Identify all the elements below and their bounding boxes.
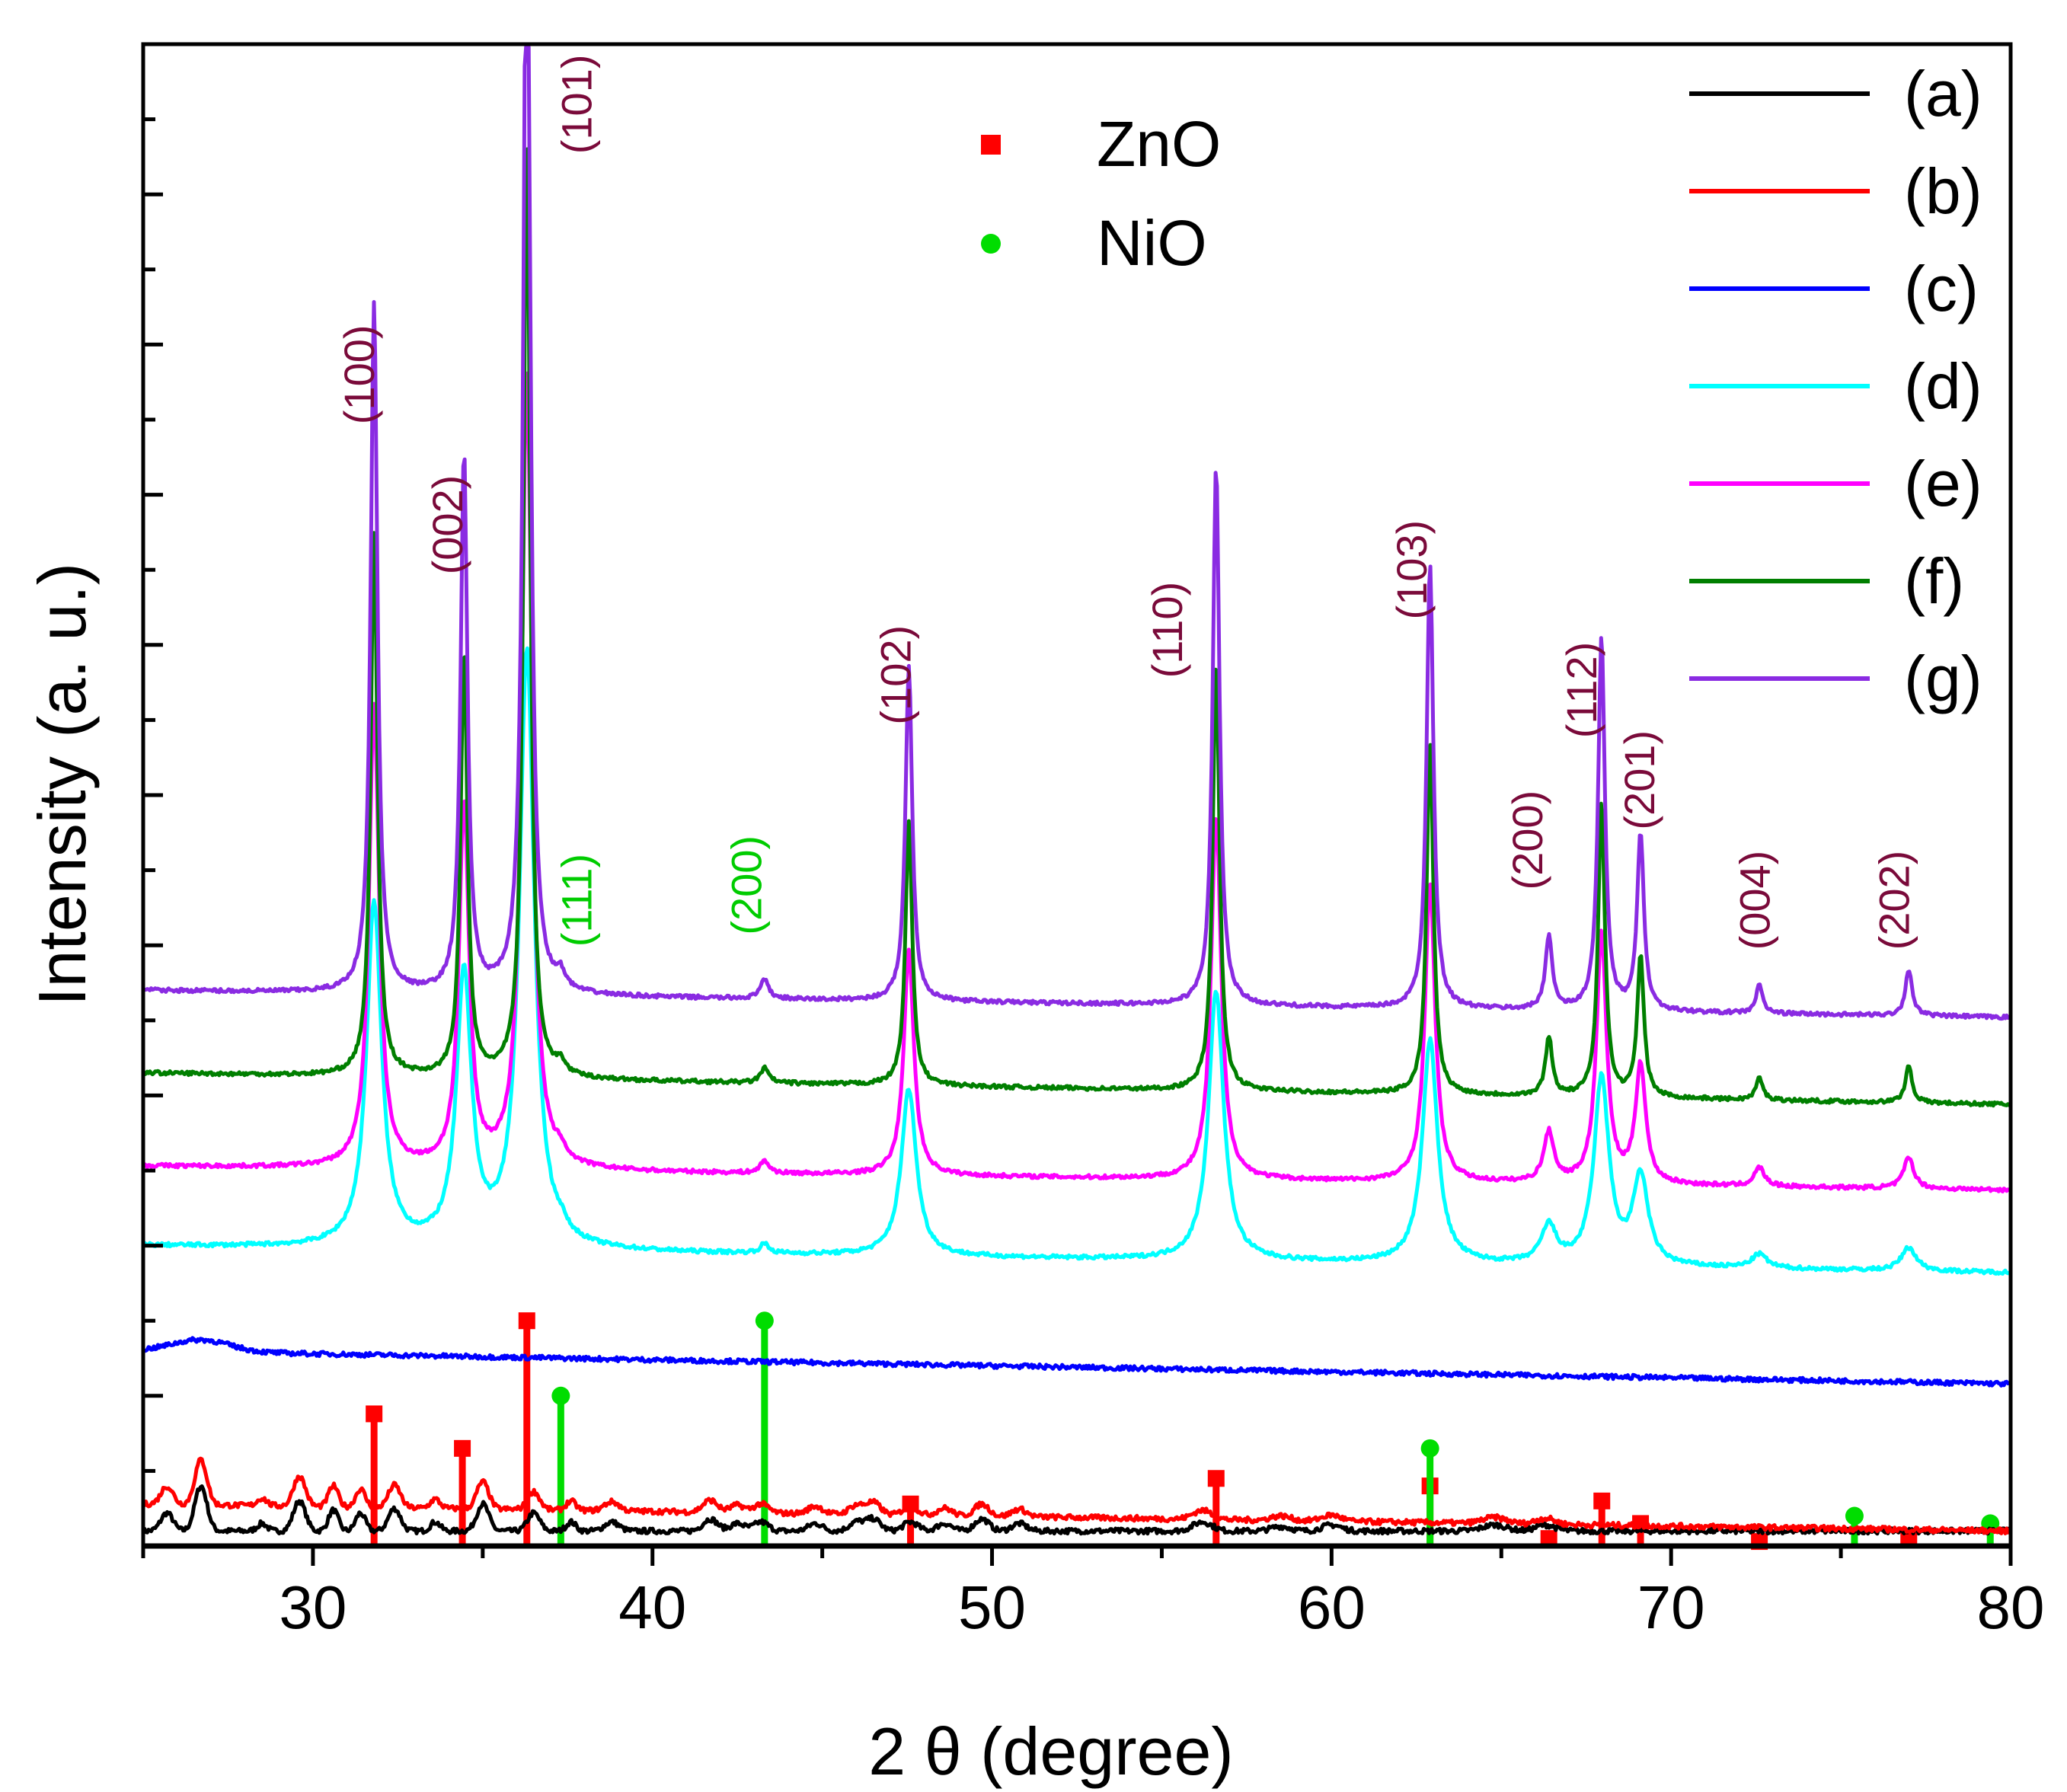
peak-label: (200) [1503,791,1551,890]
x-tick-label: 80 [1977,1573,2045,1641]
plot-frame [141,42,2013,1548]
reference-legend-label: ZnO [1097,108,1221,180]
peak-label: (002) [423,475,471,575]
peak-label: (100) [335,324,383,424]
peak-label: (112) [1557,642,1605,739]
peak-annotations: (100) (002) (101) (111) (200) (102) (110) (103)… [335,55,1918,950]
legend-label: (b) [1904,155,1982,227]
series-line-c [142,1336,2012,1388]
peak-label: (200) [722,835,770,935]
x-tick-label: 70 [1637,1573,1705,1641]
reference-legend-label: NiO [1097,207,1207,279]
zno-reference-marker [518,1312,535,1330]
x-axis-title: 2 θ (degree) [868,1714,1233,1789]
legend-label: (d) [1904,350,1982,422]
peak-label: (004) [1730,851,1778,950]
peak-label: (202) [1870,851,1918,950]
series-line-e [142,371,2012,1193]
series-lines [141,45,2013,1536]
series-line-b [141,1456,2013,1535]
peak-label: (102) [872,625,920,725]
axes: 30 40 50 60 70 80 [141,42,2045,1641]
peak-label: (110) [1143,582,1191,679]
legend-label: (e) [1904,448,1982,519]
legend: ZnO NiO (a) (b) (c) (d) (e) (f) (g) [981,58,1982,714]
peak-label: (103) [1388,520,1436,620]
zno-reference-marker [1540,1530,1557,1548]
peak-label: (201) [1615,730,1663,830]
zno-reference-marker [1207,1470,1225,1487]
y-axis-title: Intensity (a. u.) [24,563,100,1006]
x-tick-label: 50 [958,1573,1026,1641]
x-tick-label: 40 [618,1573,686,1641]
nio-reference-marker [1420,1439,1439,1458]
series-line-f [141,147,2012,1108]
zno-reference-marker [454,1439,471,1457]
legend-label: (f) [1904,545,1964,617]
nio-reference-marker [551,1386,570,1405]
zno-legend-marker [981,135,1001,155]
legend-label: (a) [1904,58,1982,129]
zno-reference-marker [366,1405,383,1423]
x-tick-label: 60 [1298,1573,1366,1641]
peak-label: (111) [552,854,600,947]
legend-label: (g) [1904,643,1982,714]
x-tick-label: 30 [279,1573,347,1641]
nio-reference-marker [1845,1506,1864,1525]
series-line-d [142,646,2011,1276]
zno-reference-marker [1593,1492,1611,1509]
nio-reference-marker [755,1311,774,1330]
peak-label: (101) [552,55,600,155]
nio-legend-marker [981,234,1001,254]
series-line-g [142,45,2013,1021]
series-line-a [141,1484,2011,1536]
legend-label: (c) [1904,253,1979,324]
